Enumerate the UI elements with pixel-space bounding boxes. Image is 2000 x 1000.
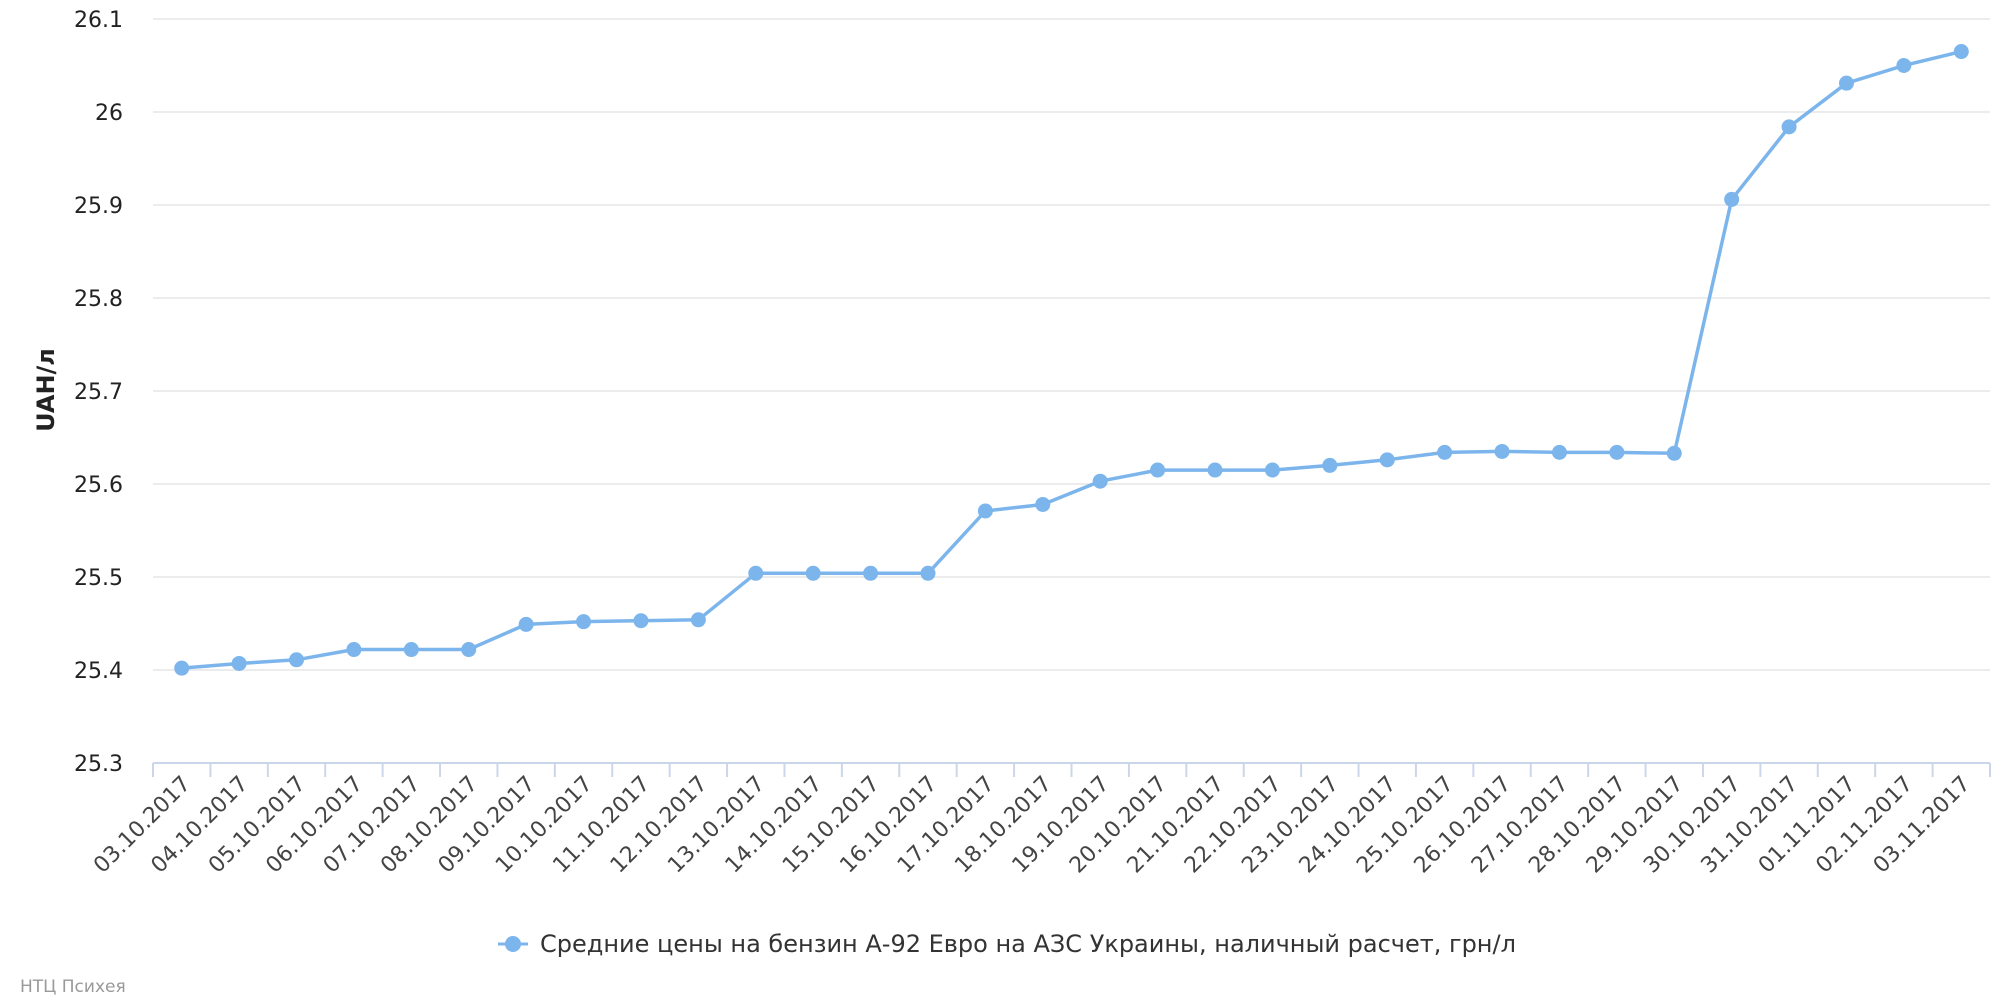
data-point[interactable] [1609,444,1625,460]
data-point[interactable] [1322,457,1338,473]
series-line [179,49,1964,670]
y-tick-label: 25.4 [74,659,123,684]
y-tick-label: 25.6 [74,473,123,498]
legend-series-label[interactable]: Средние цены на бензин А-92 Евро на АЗС … [540,930,1516,958]
grid-lines [153,18,1990,671]
data-point[interactable] [1092,473,1108,489]
y-axis-ticks: 25.3 25.4 25.5 25.6 25.7 25.8 25.9 26 26.1 [74,8,123,777]
data-point[interactable] [1150,462,1166,478]
credits-text: НТЦ Психея [20,977,126,997]
data-point[interactable] [461,642,477,658]
data-point[interactable] [346,642,362,658]
data-point[interactable] [518,616,534,632]
data-point[interactable] [1379,452,1395,468]
data-point[interactable] [576,614,592,630]
data-point[interactable] [1551,444,1567,460]
data-point[interactable] [920,565,936,581]
data-point[interactable] [1035,496,1051,512]
data-point[interactable] [863,565,879,581]
legend[interactable]: Средние цены на бензин А-92 Евро на АЗС … [498,930,1516,958]
series-line-group [174,44,1969,676]
data-point[interactable] [1838,75,1854,91]
data-point[interactable] [1207,462,1223,478]
data-point[interactable] [174,660,190,676]
data-point[interactable] [403,642,419,658]
legend-marker-symbol [505,936,521,952]
data-point[interactable] [1666,445,1682,461]
data-point[interactable] [1953,44,1969,60]
data-point[interactable] [1781,119,1797,135]
data-point[interactable] [748,565,764,581]
y-axis-label: UAH/л [32,348,60,432]
y-tick-label: 26 [95,101,123,126]
data-point[interactable] [1724,191,1740,207]
y-tick-label: 25.5 [74,566,123,591]
data-point[interactable] [1264,462,1280,478]
data-point[interactable] [1437,444,1453,460]
data-point[interactable] [1896,58,1912,73]
y-tick-label: 25.8 [74,287,123,312]
data-point[interactable] [690,612,706,628]
x-axis [152,762,1991,777]
y-tick-label: 26.1 [74,8,123,33]
y-tick-label: 25.9 [74,194,123,219]
data-point[interactable] [805,565,821,581]
data-point[interactable] [633,613,649,629]
data-point[interactable] [977,503,993,519]
x-axis-ticks: 03.10.201704.10.201705.10.201706.10.2017… [89,772,1975,879]
y-tick-label: 25.7 [74,380,123,405]
data-point[interactable] [289,652,305,668]
data-point[interactable] [231,655,247,671]
y-tick-label: 25.3 [74,752,123,777]
data-point[interactable] [1494,443,1510,459]
